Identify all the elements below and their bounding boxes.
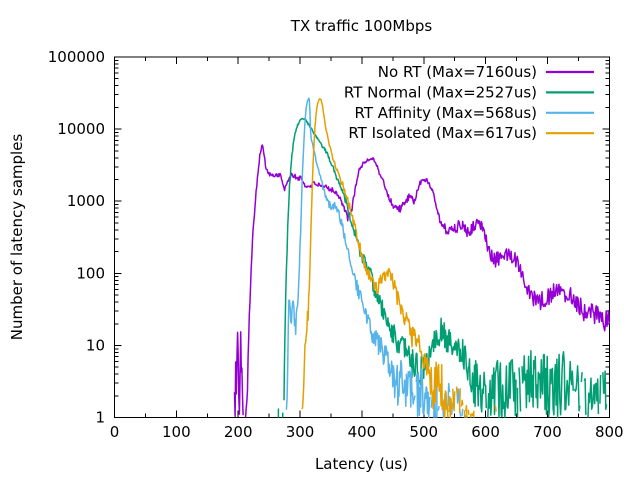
legend-entry-no-rt: No RT (Max=7160us) [378, 63, 594, 81]
x-axis-label: Latency (us) [315, 455, 408, 473]
y-tick-label: 10000 [57, 120, 105, 138]
legend-entry-rt-affinity: RT Affinity (Max=568us) [355, 104, 594, 122]
x-tick-label: 500 [409, 423, 438, 441]
y-tick-label: 1 [95, 409, 105, 427]
x-tick-label: 300 [286, 423, 315, 441]
plot-axes: 0 100 200 300 400 500 600 700 800 1 10 100 1000 10000… [48, 48, 624, 441]
x-tick-label: 400 [348, 423, 377, 441]
chart-title: TX traffic 100Mbps [290, 17, 433, 35]
x-tick-label: 0 [110, 423, 120, 441]
x-tick-label: 200 [224, 423, 253, 441]
legend-entry-rt-normal: RT Normal (Max=2527us) [344, 83, 594, 101]
x-tick-label: 800 [595, 423, 624, 441]
series-line-rt-normal [277, 117, 608, 418]
x-tick-label: 100 [162, 423, 191, 441]
legend-entry-rt-isolated: RT Isolated (Max=617us) [348, 124, 594, 142]
legend-label: RT Normal (Max=2527us) [344, 83, 537, 101]
series-curves [233, 97, 610, 418]
y-tick-label: 1000 [67, 192, 105, 210]
legend-label: No RT (Max=7160us) [378, 63, 537, 81]
legend: No RT (Max=7160us) RT Normal (Max=2527us)… [344, 63, 594, 142]
legend-label: RT Isolated (Max=617us) [348, 124, 537, 142]
y-tick-label: 100000 [48, 48, 105, 66]
y-tick-label: 10 [86, 336, 105, 354]
y-axis-label: Number of latency samples [8, 134, 26, 341]
x-tick-label: 700 [533, 423, 562, 441]
x-tick-label: 600 [471, 423, 500, 441]
y-tick-label: 100 [76, 264, 105, 282]
legend-label: RT Affinity (Max=568us) [355, 104, 537, 122]
